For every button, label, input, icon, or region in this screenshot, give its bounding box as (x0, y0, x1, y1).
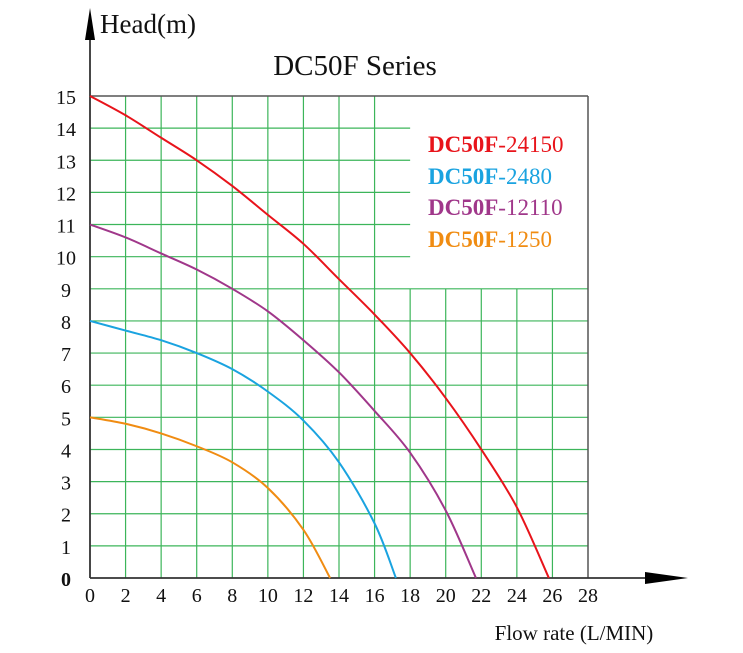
y-tick-label: 10 (56, 248, 76, 270)
legend: DC50F-24150DC50F-2480DC50F-12110DC50F-12… (428, 132, 563, 252)
x-tick-label: 12 (293, 585, 313, 607)
y-tick-label: 5 (61, 408, 71, 430)
y-axis-label: Head(m) (100, 9, 196, 39)
y-tick-label: 12 (56, 183, 76, 205)
y-tick-label: 14 (56, 119, 76, 141)
x-tick-label: 14 (329, 585, 349, 607)
curves (89, 95, 550, 579)
x-tick-label: 16 (365, 585, 385, 607)
legend-model-suffix: -2480 (498, 164, 552, 189)
legend-item: DC50F-1250 (428, 227, 552, 252)
curve-dc50f-12110 (89, 223, 477, 579)
y-tick-label: 6 (61, 376, 71, 398)
legend-item: DC50F-12110 (428, 195, 563, 220)
legend-model-prefix: DC50F (428, 164, 498, 189)
x-axis-label: Flow rate (L/MIN) (495, 621, 654, 645)
x-tick-label: 2 (121, 585, 131, 607)
x-tick-label: 10 (258, 585, 278, 607)
curve-dc50f-24150 (89, 95, 550, 579)
x-tick-label: 24 (507, 585, 527, 607)
tick-labels: 0 2 4 6 8 10 12 14 16 18 20 22 24 26 28012345678910111… (56, 87, 598, 607)
y-tick-label: 9 (61, 280, 71, 302)
legend-model-prefix: DC50F (428, 132, 498, 157)
legend-model-suffix: -1250 (498, 227, 552, 252)
x-tick-label: 22 (471, 585, 491, 607)
legend-item: DC50F-24150 (428, 132, 563, 157)
y-tick-label: 11 (56, 216, 75, 238)
y-tick-label: 0 (61, 569, 71, 591)
legend-model-prefix: DC50F (428, 227, 498, 252)
axes (85, 8, 688, 584)
y-tick-label: 13 (56, 151, 76, 173)
y-tick-label: 2 (61, 505, 71, 527)
y-tick-label: 4 (61, 440, 71, 462)
x-tick-label: 8 (227, 585, 237, 607)
curve-dc50f-1250 (89, 416, 331, 579)
curve-dc50f-2480 (89, 319, 397, 579)
y-tick-label: 15 (56, 87, 76, 109)
grid (90, 96, 588, 578)
x-tick-label: 20 (436, 585, 456, 607)
y-tick-label: 8 (61, 312, 71, 334)
x-tick-label: 6 (192, 585, 202, 607)
legend-model-prefix: DC50F (428, 195, 498, 220)
x-tick-label: 26 (542, 585, 562, 607)
x-axis-arrow (645, 572, 688, 584)
x-tick-label: 4 (156, 585, 166, 607)
x-tick-label: 18 (400, 585, 420, 607)
y-tick-label: 1 (61, 537, 71, 559)
y-tick-label: 3 (61, 473, 71, 495)
legend-model-suffix: -12110 (498, 195, 562, 220)
chart-title: DC50F Series (273, 50, 437, 82)
legend-item: DC50F-2480 (428, 164, 552, 189)
legend-model-suffix: -24150 (498, 132, 563, 157)
y-tick-label: 7 (61, 344, 71, 366)
y-axis-arrow (85, 8, 95, 40)
x-tick-label: 28 (578, 585, 598, 607)
x-tick-label: 0 (85, 585, 95, 607)
